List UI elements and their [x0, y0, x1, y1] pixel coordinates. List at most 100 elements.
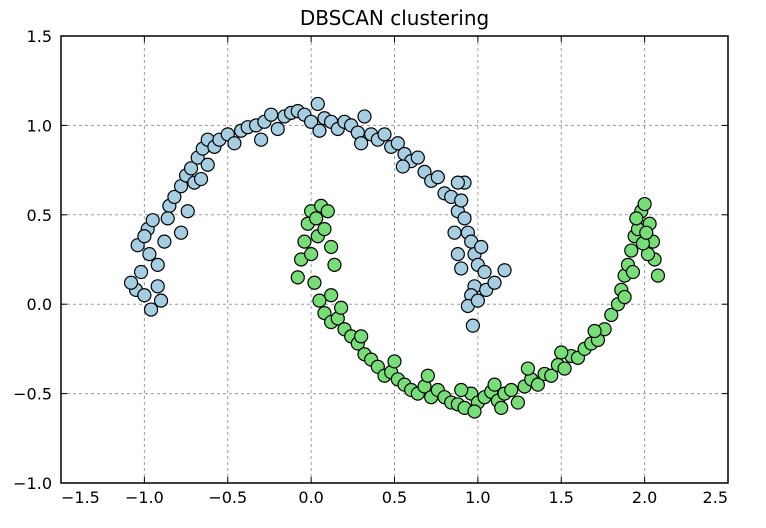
x-tick-label: −1.5: [61, 488, 100, 507]
cluster-1-point: [390, 136, 405, 151]
cluster-2-point: [454, 382, 469, 398]
cluster-1-point: [377, 127, 392, 142]
cluster-2-point: [625, 264, 641, 280]
cluster-1-point: [167, 189, 182, 205]
cluster-1-point: [123, 275, 139, 290]
cluster-1-point: [143, 302, 159, 317]
cluster-1-point: [477, 264, 492, 280]
cluster-1-point: [354, 136, 369, 151]
cluster-1-point: [410, 150, 425, 165]
x-tick-label: −1.0: [125, 488, 164, 507]
cluster-2-point: [587, 323, 602, 339]
cluster-2-point: [320, 204, 335, 219]
y-tick-label: −1.0: [13, 474, 52, 493]
cluster-2-point: [334, 300, 349, 315]
cluster-1-point: [153, 293, 169, 308]
cluster-1-point: [304, 114, 319, 129]
cluster-1-point: [142, 247, 157, 262]
cluster-1-point: [173, 225, 189, 240]
cluster-2-point: [639, 225, 654, 240]
x-tick-label: 0.0: [298, 488, 323, 507]
cluster-1-point: [227, 136, 242, 151]
cluster-2-point: [317, 222, 332, 237]
cluster-2-point: [304, 247, 319, 262]
cluster-1-point: [137, 288, 152, 303]
x-tick-label: 1.0: [465, 488, 490, 507]
cluster-1-point: [450, 175, 465, 190]
cluster-2-point: [387, 354, 402, 369]
cluster-2-point: [327, 257, 342, 272]
y-tick-label: 1.0: [27, 116, 52, 135]
cluster-1-point: [183, 161, 199, 176]
cluster-1-point: [150, 257, 165, 272]
cluster-2-point: [487, 377, 502, 392]
x-tick-label: 0.5: [382, 488, 407, 507]
cluster-2-point: [312, 293, 327, 308]
cluster-1-point: [157, 234, 172, 249]
cluster-2-point: [297, 234, 312, 249]
cluster-1-point: [395, 159, 410, 174]
cluster-2-point: [650, 268, 666, 283]
cluster-1-point: [310, 96, 325, 112]
cluster-2-point: [290, 270, 305, 285]
cluster-1-point: [254, 132, 269, 147]
x-tick-label: −0.5: [208, 488, 247, 507]
cluster-1-point: [454, 193, 469, 208]
cluster-1-point: [150, 279, 165, 294]
cluster-1-point: [465, 318, 480, 333]
y-tick-label: 0.0: [27, 295, 52, 314]
cluster-1-point: [457, 211, 472, 226]
cluster-1-point: [497, 263, 512, 278]
cluster-2-point: [554, 345, 569, 360]
cluster-2-point: [624, 243, 639, 258]
cluster-2-point: [307, 275, 322, 290]
cluster-2-point: [530, 377, 546, 392]
cluster-2-point: [629, 211, 644, 226]
cluster-1-point: [270, 121, 285, 137]
cluster-1-point: [264, 107, 279, 122]
axes: −1.5 −1.0 −0.5 0.0 0.5 1.0 1.5 2.0 2.5 1.5 1.0 0.5 0…: [13, 27, 729, 507]
cluster-2-point: [510, 395, 525, 410]
x-tick-label: 2.5: [703, 488, 728, 507]
data-points: [123, 96, 666, 419]
cluster-2-point: [420, 368, 435, 383]
x-tick-label: 2.0: [632, 488, 657, 507]
cluster-2-point: [467, 404, 482, 419]
cluster-1-point: [160, 211, 175, 226]
cluster-1-point: [137, 229, 152, 244]
cluster-1-point: [430, 170, 445, 185]
cluster-1-point: [454, 261, 469, 276]
cluster-2-point: [520, 361, 536, 376]
cluster-1-point: [357, 109, 372, 124]
cluster-2-point: [637, 196, 652, 212]
y-tick-label: −0.5: [13, 385, 52, 404]
cluster-1-point: [447, 225, 462, 240]
cluster-2-point: [309, 211, 324, 226]
cluster-2-point: [324, 239, 339, 255]
x-tick-label: 1.5: [549, 488, 574, 507]
cluster-1-point: [180, 204, 195, 219]
cluster-2-point: [324, 288, 339, 303]
cluster-2-point: [494, 400, 509, 416]
cluster-1-point: [145, 213, 160, 228]
cluster-1-points: [123, 96, 512, 333]
y-tick-label: 1.5: [27, 27, 52, 46]
chart-title: DBSCAN clustering: [300, 6, 489, 30]
cluster-1-point: [470, 293, 485, 308]
cluster-1-point: [450, 247, 465, 262]
cluster-1-point: [193, 171, 209, 187]
cluster-1-point: [133, 264, 149, 280]
cluster-2-point: [557, 361, 572, 376]
cluster-1-point: [487, 275, 502, 290]
cluster-2-points: [290, 196, 666, 419]
cluster-1-point: [200, 157, 215, 172]
cluster-2-point: [354, 329, 369, 344]
cluster-2-point: [544, 368, 559, 383]
y-tick-label: 0.5: [27, 206, 52, 225]
cluster-1-point: [312, 123, 327, 138]
cluster-2-point: [604, 307, 619, 323]
cluster-2-point: [504, 382, 519, 398]
cluster-2-point: [617, 289, 632, 305]
